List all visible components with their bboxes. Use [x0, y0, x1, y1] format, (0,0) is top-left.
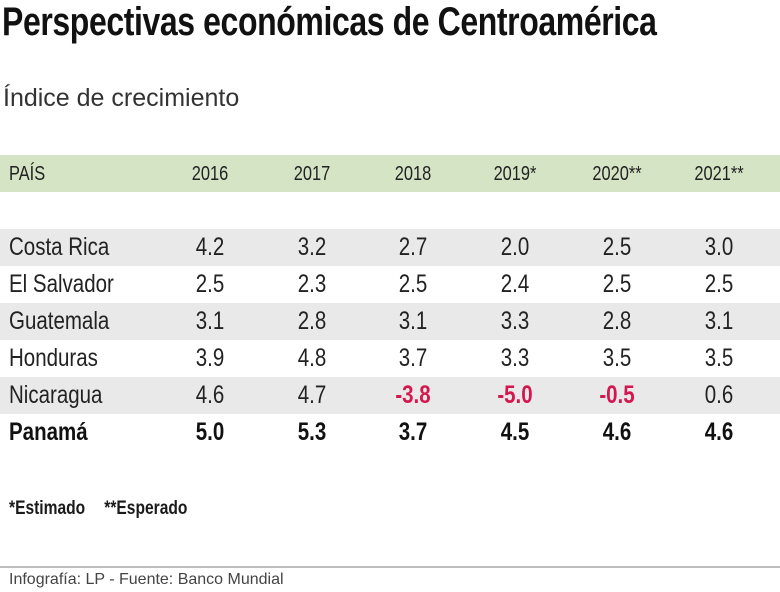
growth-value: 5.0 — [195, 418, 225, 446]
growth-value: 3.1 — [195, 307, 225, 335]
growth-value: 3.2 — [297, 233, 327, 261]
country-name: El Salvador — [9, 270, 114, 298]
growth-value: 3.7 — [398, 344, 428, 372]
table-row: Guatemala 3.1 2.8 3.1 3.3 2.8 3.1 — [0, 303, 780, 340]
header-year: 2016 — [191, 163, 229, 185]
growth-value: 2.7 — [398, 233, 428, 261]
growth-value: 3.7 — [398, 418, 428, 446]
header-year: 2020** — [592, 163, 642, 185]
header-country: PAÍS — [9, 163, 46, 185]
table-row: El Salvador 2.5 2.3 2.5 2.4 2.5 2.5 — [0, 266, 780, 303]
footnote-estimated: *Estimado — [9, 498, 86, 519]
divider — [0, 566, 780, 568]
table-row: Panamá 5.0 5.3 3.7 4.5 4.6 4.6 — [0, 414, 780, 451]
growth-value: 2.8 — [602, 307, 632, 335]
source-credit: Infografía: LP - Fuente: Banco Mundial — [9, 571, 284, 588]
growth-value: 4.6 — [195, 381, 225, 409]
growth-value: 5.3 — [297, 418, 327, 446]
header-year: 2019* — [493, 163, 537, 185]
growth-value: 2.5 — [602, 270, 632, 298]
growth-value: 3.1 — [704, 307, 734, 335]
growth-value: 2.5 — [398, 270, 428, 298]
growth-value: 3.1 — [398, 307, 428, 335]
growth-value: 2.4 — [500, 270, 530, 298]
footnote-expected: **Esperado — [104, 498, 188, 519]
growth-value: 4.7 — [297, 381, 327, 409]
header-year: 2018 — [394, 163, 432, 185]
growth-value: 2.0 — [500, 233, 530, 261]
footnotes: *Estimado **Esperado — [9, 498, 202, 520]
country-name: Panamá — [9, 418, 88, 446]
growth-value: 4.6 — [602, 418, 632, 446]
growth-value: 0.6 — [704, 381, 734, 409]
table-row: Costa Rica 4.2 3.2 2.7 2.0 2.5 3.0 — [0, 229, 780, 266]
country-name: Costa Rica — [9, 233, 110, 261]
growth-value: 4.2 — [195, 233, 225, 261]
growth-value: 2.5 — [704, 270, 734, 298]
growth-value: 2.5 — [602, 233, 632, 261]
growth-value: 2.3 — [297, 270, 327, 298]
growth-value: 4.6 — [704, 418, 734, 446]
chart-subtitle: Índice de crecimiento — [3, 84, 240, 112]
growth-value: 4.5 — [500, 418, 530, 446]
growth-value: 2.8 — [297, 307, 327, 335]
growth-value: 3.0 — [704, 233, 734, 261]
growth-value: 2.5 — [195, 270, 225, 298]
country-name: Nicaragua — [9, 381, 103, 409]
growth-value: -5.0 — [497, 381, 533, 409]
growth-value: 3.3 — [500, 307, 530, 335]
growth-value: 3.3 — [500, 344, 530, 372]
growth-value: 3.5 — [602, 344, 632, 372]
table-header: PAÍS 2016 2017 2018 2019* 2020** 2021** — [0, 155, 780, 192]
growth-value: 3.9 — [195, 344, 225, 372]
country-name: Honduras — [9, 344, 98, 372]
header-year: 2017 — [293, 163, 331, 185]
country-name: Guatemala — [9, 307, 110, 335]
growth-value: 4.8 — [297, 344, 327, 372]
table-row: Nicaragua 4.6 4.7 -3.8 -5.0 -0.5 0.6 — [0, 377, 780, 414]
growth-value: -3.8 — [395, 381, 431, 409]
table-row: Honduras 3.9 4.8 3.7 3.3 3.5 3.5 — [0, 340, 780, 377]
growth-value: -0.5 — [599, 381, 635, 409]
chart-title: Perspectivas económicas de Centroamérica — [2, 0, 657, 44]
header-year: 2021** — [694, 163, 744, 185]
growth-value: 3.5 — [704, 344, 734, 372]
